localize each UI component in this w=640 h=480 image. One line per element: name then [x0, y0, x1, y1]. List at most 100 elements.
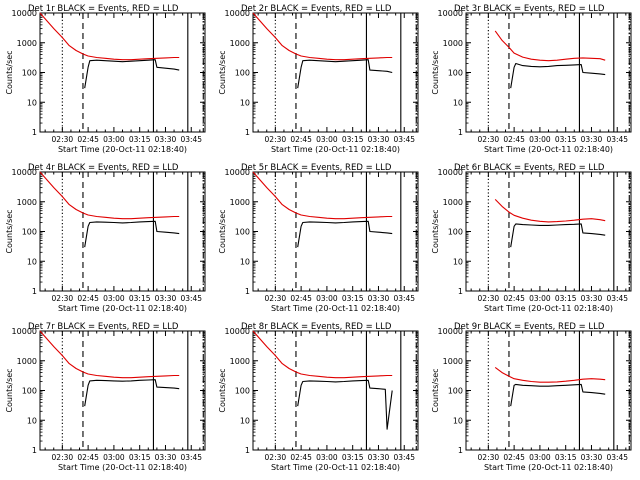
y-tick-label: 10000 [225, 168, 250, 177]
y-axis-label: Counts/sec [218, 209, 227, 253]
series-events-line [510, 383, 606, 407]
y-tick-label: 100 [22, 228, 37, 237]
y-tick-label: 1 [458, 128, 463, 137]
x-axis-label: Start Time (20-Oct-11 02:18:40) [58, 463, 187, 472]
detector-panel: Det 9r BLACK = Events, RED = LLD 1 10 100 10… [431, 322, 632, 472]
y-tick-label: 1000 [17, 198, 37, 207]
series-lld-line [252, 330, 393, 379]
series-lld-line [39, 330, 180, 379]
detector-panel: Det 4r BLACK = Events, RED = LLD 1 10 100 10… [5, 163, 206, 313]
x-tick-label: 02:30 [52, 294, 74, 303]
detector-panel: Det 6r BLACK = Events, RED = LLD 1 10 100 10… [431, 163, 632, 313]
x-tick-label: 03:45 [393, 453, 415, 462]
plot-frame [252, 330, 419, 451]
x-tick-label: 03:15 [129, 294, 151, 303]
x-tick-label: 02:30 [478, 453, 500, 462]
plot-frame [39, 12, 206, 133]
detector-panel: Det 5r BLACK = Events, RED = LLD 1 10 100 10… [218, 163, 419, 313]
y-tick-label: 100 [235, 228, 250, 237]
panel-title: Det 3r BLACK = Events, RED = LLD [454, 4, 605, 14]
x-tick-label: 02:45 [503, 294, 525, 303]
panel-title: Det 2r BLACK = Events, RED = LLD [241, 4, 392, 14]
y-axis-label: Counts/sec [5, 209, 14, 253]
x-tick-label: 03:00 [103, 453, 125, 462]
y-tick-label: 10 [27, 98, 37, 107]
y-tick-label: 10 [240, 416, 250, 425]
x-tick-label: 02:45 [77, 294, 99, 303]
series-lld-line [252, 12, 393, 61]
x-tick-label: 03:15 [342, 453, 364, 462]
x-tick-label: 03:00 [316, 453, 338, 462]
x-axis-label: Start Time (20-Oct-11 02:18:40) [271, 304, 400, 313]
series-lld-line [39, 12, 180, 61]
y-tick-label: 1000 [230, 357, 250, 366]
x-tick-label: 03:15 [555, 135, 577, 144]
series-events-line [510, 223, 606, 248]
y-tick-label: 1000 [17, 357, 37, 366]
series-lld-line [39, 171, 180, 220]
x-tick-label: 03:15 [555, 453, 577, 462]
plot-frame [465, 330, 632, 451]
x-axis-label: Start Time (20-Oct-11 02:18:40) [58, 304, 187, 313]
y-tick-label: 1 [32, 446, 37, 455]
y-tick-label: 10 [453, 257, 463, 266]
series-events-line [297, 220, 393, 248]
plot-frame [39, 330, 206, 451]
y-tick-label: 1 [32, 128, 37, 137]
y-tick-label: 100 [448, 69, 463, 78]
x-tick-label: 03:45 [393, 135, 415, 144]
x-tick-label: 03:30 [155, 453, 177, 462]
y-tick-label: 100 [448, 228, 463, 237]
x-tick-label: 02:30 [265, 294, 287, 303]
x-tick-label: 03:30 [368, 453, 390, 462]
x-tick-label: 02:45 [290, 135, 312, 144]
y-tick-label: 10000 [12, 327, 37, 336]
y-tick-label: 1000 [230, 39, 250, 48]
x-tick-label: 03:45 [180, 294, 202, 303]
detector-panel: Det 1r BLACK = Events, RED = LLD 1 10 100 10… [5, 4, 206, 154]
y-axis-label: Counts/sec [431, 209, 440, 253]
plot-frame [252, 171, 419, 292]
detector-panel: Det 7r BLACK = Events, RED = LLD 1 10 100 10… [5, 322, 206, 472]
x-axis-label: Start Time (20-Oct-11 02:18:40) [271, 145, 400, 154]
y-axis-label: Counts/sec [431, 368, 440, 412]
plot-frame [252, 12, 419, 133]
panel-title: Det 7r BLACK = Events, RED = LLD [28, 322, 179, 332]
series-events-line [84, 59, 180, 89]
x-tick-label: 03:30 [155, 135, 177, 144]
series-lld-line [252, 171, 393, 220]
y-axis-label: Counts/sec [5, 50, 14, 94]
y-tick-label: 1000 [443, 39, 463, 48]
y-tick-label: 10 [240, 98, 250, 107]
y-tick-label: 10000 [12, 9, 37, 18]
x-tick-label: 03:15 [129, 453, 151, 462]
plot-frame [465, 171, 632, 292]
panel-title: Det 8r BLACK = Events, RED = LLD [241, 322, 392, 332]
y-tick-label: 100 [448, 387, 463, 396]
x-tick-label: 03:30 [581, 294, 603, 303]
x-tick-label: 03:30 [368, 294, 390, 303]
y-axis-label: Counts/sec [218, 368, 227, 412]
x-tick-label: 03:00 [103, 294, 125, 303]
x-tick-label: 02:45 [503, 135, 525, 144]
panel-title: Det 9r BLACK = Events, RED = LLD [454, 322, 605, 332]
x-tick-label: 03:15 [342, 135, 364, 144]
y-tick-label: 10000 [225, 327, 250, 336]
x-tick-label: 03:15 [342, 294, 364, 303]
x-axis-label: Start Time (20-Oct-11 02:18:40) [484, 304, 613, 313]
y-tick-label: 10 [453, 416, 463, 425]
panel-title: Det 4r BLACK = Events, RED = LLD [28, 163, 179, 173]
y-axis-label: Counts/sec [218, 50, 227, 94]
panel-title: Det 1r BLACK = Events, RED = LLD [28, 4, 179, 14]
y-tick-label: 100 [22, 387, 37, 396]
x-tick-label: 03:00 [529, 294, 551, 303]
x-tick-label: 02:45 [77, 135, 99, 144]
y-tick-label: 1 [245, 287, 250, 296]
y-axis-label: Counts/sec [431, 50, 440, 94]
panel-title: Det 6r BLACK = Events, RED = LLD [454, 163, 605, 173]
y-tick-label: 10000 [225, 9, 250, 18]
y-tick-label: 1 [32, 287, 37, 296]
x-tick-label: 02:30 [52, 135, 74, 144]
x-tick-label: 03:15 [129, 135, 151, 144]
